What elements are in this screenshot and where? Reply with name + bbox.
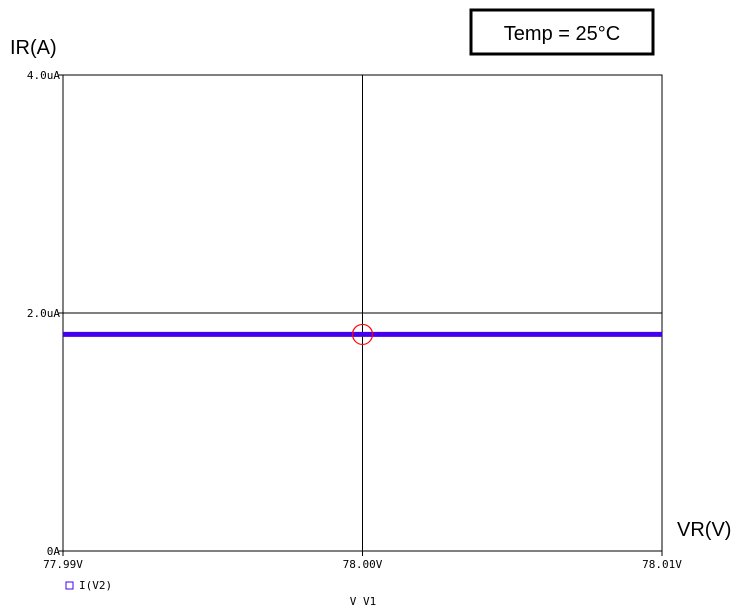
x-tick-label: 77.99V bbox=[43, 558, 83, 571]
y-tick-label: 2.0uA bbox=[27, 307, 60, 320]
axis-ticks: 0A 2.0uA 4.0uA 77.99V 78.00V 78.01V bbox=[27, 69, 682, 571]
y-tick-label: 0A bbox=[47, 545, 61, 558]
x-axis-label: VR(V) bbox=[677, 519, 731, 541]
legend-label: I(V2) bbox=[79, 579, 112, 592]
grid-lines bbox=[63, 75, 662, 551]
x-axis-caption: V V1 bbox=[350, 595, 377, 608]
y-tick-label: 4.0uA bbox=[27, 69, 60, 82]
annotation-text: Temp = 25°C bbox=[504, 23, 620, 45]
legend-swatch bbox=[65, 581, 74, 590]
annotation-box bbox=[469, 8, 655, 56]
cursor-marker-circle bbox=[351, 323, 374, 346]
x-tick-label: 78.01V bbox=[642, 558, 682, 571]
y-axis-label: IR(A) bbox=[10, 37, 57, 59]
series-layer bbox=[63, 323, 662, 346]
x-tick-label: 78.00V bbox=[343, 558, 383, 571]
